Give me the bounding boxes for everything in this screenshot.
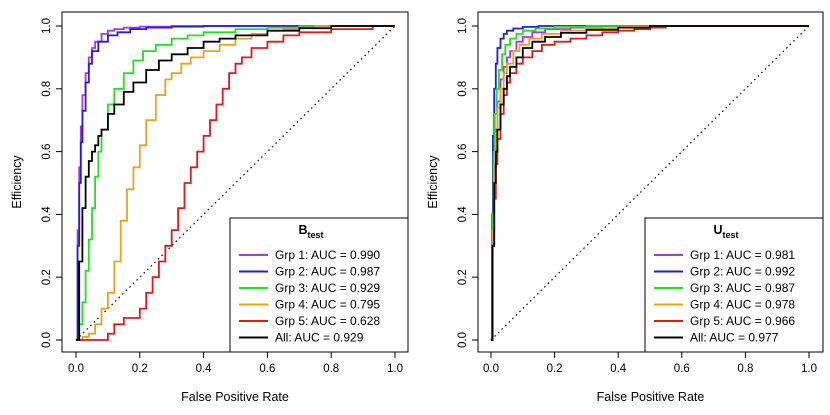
y-tick-label: 0.2 [457, 269, 469, 285]
series-line-6 [76, 25, 395, 341]
legend-box [644, 217, 824, 353]
legend-entry-5: Grp 5: AUC = 0.628 [275, 314, 380, 328]
legend-entry-6: All: AUC = 0.929 [275, 331, 364, 345]
x-tick-label: 0.0 [68, 363, 84, 375]
legend-entry-3: Grp 3: AUC = 0.987 [690, 281, 795, 295]
legend-entry-1: Grp 1: AUC = 0.981 [690, 248, 795, 262]
y-tick-label: 0.0 [41, 332, 53, 348]
x-tick-label: 1.0 [387, 363, 403, 375]
x-tick-label: 0.6 [674, 363, 690, 375]
legend-entry-1: Grp 1: AUC = 0.990 [275, 248, 380, 262]
y-tick-label: 0.2 [41, 269, 53, 285]
y-axis-label: Efficiency [426, 155, 440, 209]
series-line-5 [491, 25, 809, 341]
legend-title-subscript: test [308, 230, 324, 240]
legend: Utest Grp 1: AUC = 0.981 Grp 2: AUC = 0.99… [644, 217, 824, 353]
y-axis-label: Efficiency [10, 155, 24, 209]
legend-box [229, 217, 409, 353]
y-tick-label: 1.0 [457, 18, 469, 34]
series-line-3 [76, 25, 395, 341]
x-tick-label: 1.0 [801, 363, 817, 375]
legend: Btest Grp 1: AUC = 0.990 Grp 2: AUC = 0.98… [229, 217, 409, 353]
series-line-5 [76, 25, 395, 341]
x-axis-label: False Positive Rate [597, 390, 705, 404]
legend-entry-2: Grp 2: AUC = 0.992 [690, 265, 795, 279]
roc-panel-u-test: 0.0 0.2 0.4 0.6 0.8 1.0 0.0 0.2 0.4 0.6 0.8 1.0 Fals… [426, 11, 824, 404]
y-tick-label: 0.6 [457, 144, 469, 160]
x-tick-label: 0.4 [196, 363, 213, 375]
legend-entry-3: Grp 3: AUC = 0.929 [275, 281, 380, 295]
legend-entry-6: All: AUC = 0.977 [690, 331, 779, 345]
y-tick-label: 1.0 [41, 18, 53, 34]
x-tick-label: 0.8 [737, 363, 753, 375]
series-line-4 [76, 25, 395, 341]
legend-title: Utest [713, 223, 738, 240]
y-tick-label: 0.8 [457, 81, 469, 97]
legend-entry-4: Grp 4: AUC = 0.978 [690, 298, 795, 312]
legend-title-subscript: test [723, 230, 739, 240]
x-tick-label: 0.4 [610, 363, 627, 375]
legend-title-main: B [298, 223, 307, 237]
legend-title-main: U [713, 223, 722, 237]
y-tick-label: 0.4 [457, 206, 469, 223]
x-tick-label: 0.2 [547, 363, 563, 375]
y-tick-label: 0.4 [41, 206, 53, 223]
x-tick-label: 0.6 [259, 363, 275, 375]
legend-entry-2: Grp 2: AUC = 0.987 [275, 265, 380, 279]
series-line-3 [491, 25, 809, 341]
roc-panel-b-test: 0.0 0.2 0.4 0.6 0.8 1.0 0.0 0.2 0.4 0.6 0.8 1.0 Fals… [10, 11, 409, 404]
legend-entry-5: Grp 5: AUC = 0.966 [690, 314, 795, 328]
y-tick-label: 0.6 [41, 144, 53, 160]
series-line-2 [76, 25, 395, 341]
legend-entry-4: Grp 4: AUC = 0.795 [275, 298, 380, 312]
y-tick-label: 0.0 [457, 332, 469, 348]
y-tick-label: 0.8 [41, 81, 53, 97]
series-line-6 [491, 25, 809, 341]
x-axis-label: False Positive Rate [181, 390, 289, 404]
legend-title: Btest [298, 223, 323, 240]
series-line-2 [491, 25, 809, 341]
x-tick-label: 0.2 [132, 363, 148, 375]
x-tick-label: 0.0 [483, 363, 499, 375]
x-tick-label: 0.8 [323, 363, 339, 375]
